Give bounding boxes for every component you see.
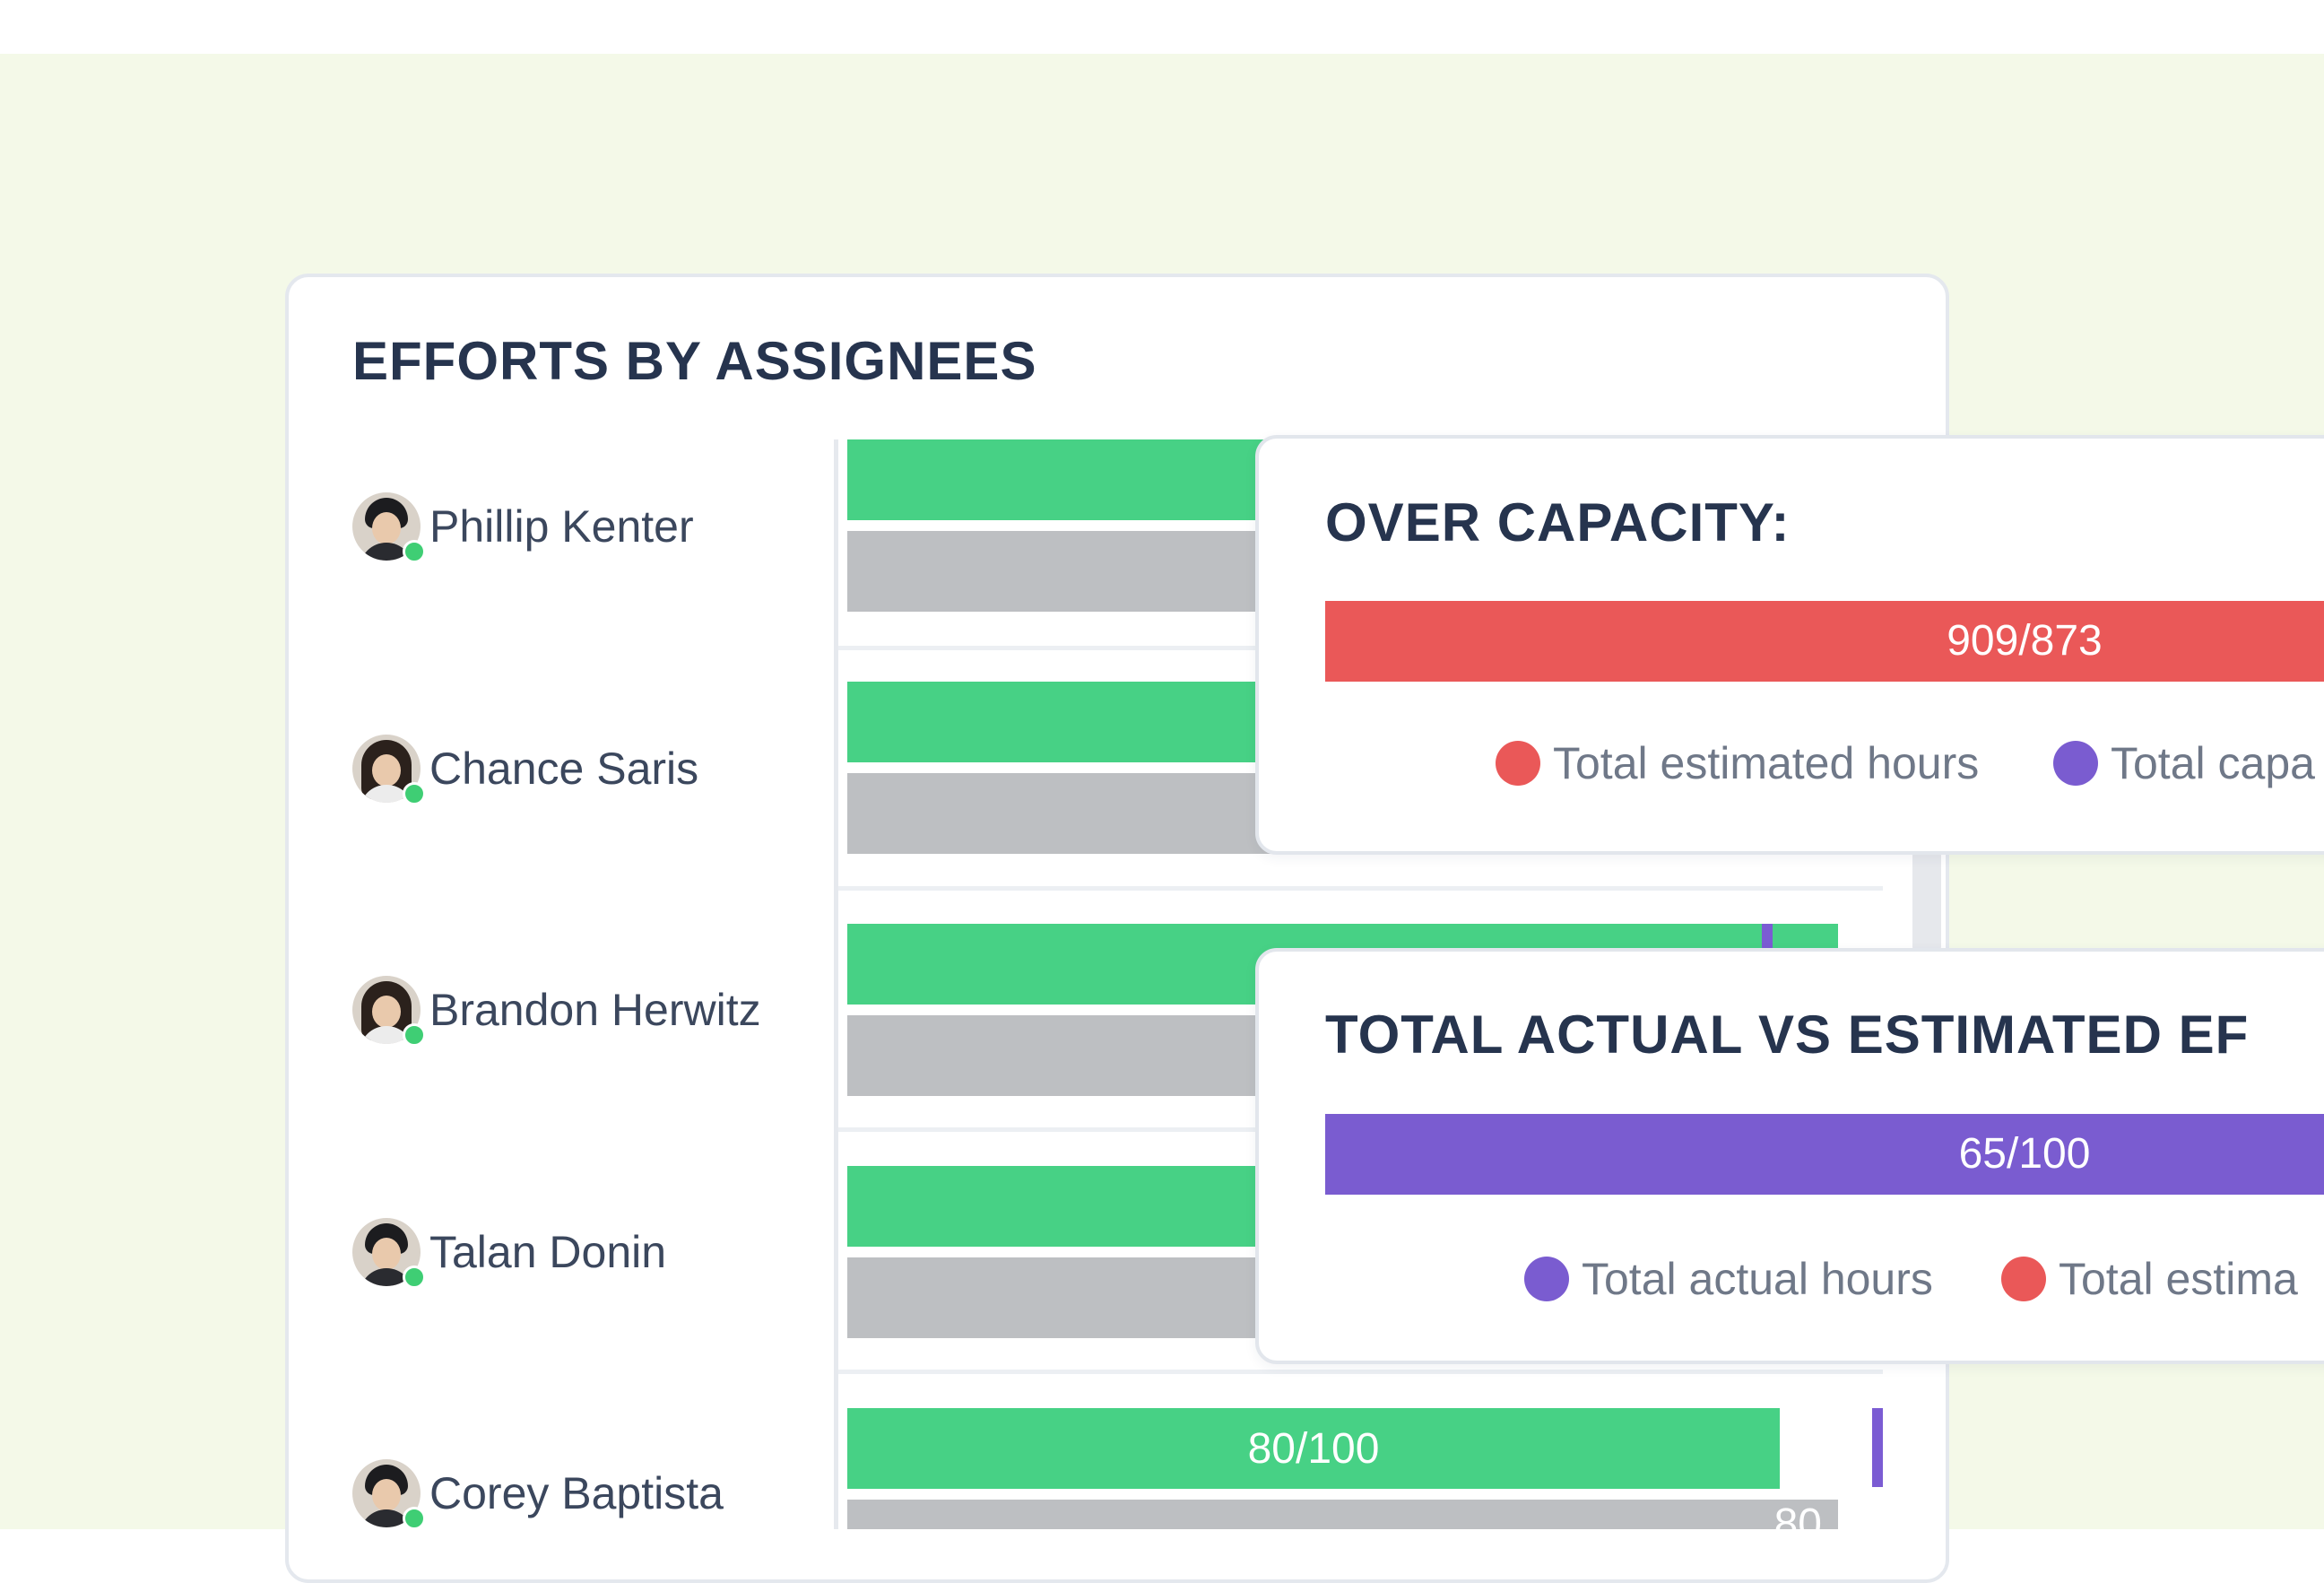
bar-label: 80 [1773,1500,1822,1529]
actual-vs-estimated-title: TOTAL ACTUAL VS ESTIMATED EF [1325,1005,2250,1065]
assignee-name: Brandon Herwitz [429,985,761,1035]
actual-hours-bar[interactable]: 80/100 [847,1408,1780,1489]
actual-hours-bar[interactable]: 8 [847,682,1305,762]
actual-vs-estimated-bar-label: 65/100 [1958,1130,2091,1178]
online-status-dot [403,1266,426,1289]
capacity-marker [1762,924,1773,951]
card-title: EFFORTS BY ASSIGNEES [352,331,1037,391]
row-divider [838,1370,1883,1374]
estimated-hours-bar[interactable] [847,1257,1314,1338]
red-dot-icon [2001,1257,2046,1301]
online-status-dot [403,782,426,805]
estimated-hours-bar[interactable] [847,773,1314,854]
actual-vs-estimated-bar[interactable]: 65/100 [1325,1114,2324,1195]
purple-dot-icon [1524,1257,1569,1301]
legend-label: Total capa [2111,738,2315,788]
red-dot-icon [1496,741,1540,786]
chart-axis [834,439,838,1529]
assignee-name: Corey Baptista [429,1468,724,1518]
legend-total-actual-hours: Total actual hours [1524,1253,1933,1305]
legend-total-capacity: Total capa [2053,737,2315,789]
row-divider [838,886,1883,891]
purple-dot-icon [2053,741,2098,786]
estimated-hours-bar[interactable] [847,531,1314,612]
capacity-marker [1872,1408,1883,1487]
scrollbar-track[interactable] [1912,852,1941,951]
online-status-dot [403,1023,426,1047]
online-status-dot [403,540,426,563]
assignee-brandon-herwitz[interactable]: Brandon Herwitz [352,974,761,1046]
assignee-talan-donin[interactable]: Talan Donin [352,1216,666,1288]
legend-total-estimated-hours: Total estima [2001,1253,2298,1305]
legend-label: Total actual hours [1582,1254,1933,1304]
over-capacity-bar-label: 909/873 [1947,617,2103,665]
bar-label: 80/100 [1247,1424,1380,1473]
legend-label: Total estimated hours [1553,738,1980,788]
female-avatar-icon [352,735,421,803]
assignee-name: Phillip Kenter [429,501,694,552]
estimated-hours-bar[interactable] [847,1015,1314,1096]
online-status-dot [403,1507,426,1530]
legend-total-estimated-hours: Total estimated hours [1496,737,1979,789]
actual-hours-bar[interactable]: 8 [847,439,1305,520]
over-capacity-title: OVER CAPACITY: [1325,492,1791,552]
legend-label: Total estima [2059,1254,2298,1304]
estimated-hours-bar[interactable]: 80 [847,1500,1838,1529]
assignee-name: Chance Saris [429,744,699,794]
assignee-chance-saris[interactable]: Chance Saris [352,733,698,805]
over-capacity-bar[interactable]: 909/873 [1325,601,2324,682]
assignee-name: Talan Donin [429,1227,667,1277]
actual-hours-bar[interactable]: 8 [847,1166,1305,1247]
assignee-corey-baptista[interactable]: Corey Baptista [352,1457,724,1529]
